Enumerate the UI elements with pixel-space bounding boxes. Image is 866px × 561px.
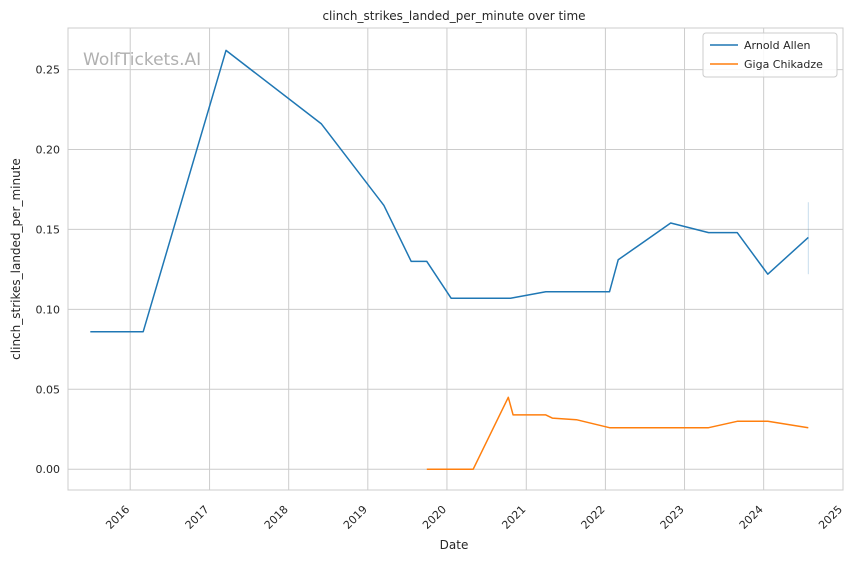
y-tick-label: 0.15 xyxy=(36,223,61,236)
chart-title: clinch_strikes_landed_per_minute over ti… xyxy=(322,9,585,23)
x-axis-label: Date xyxy=(440,538,469,552)
y-tick-label: 0.25 xyxy=(36,64,61,77)
watermark-text: WolfTickets.AI xyxy=(83,50,201,70)
y-axis-label: clinch_strikes_landed_per_minute xyxy=(9,158,23,360)
y-tick-label: 0.05 xyxy=(36,383,61,396)
series-layer xyxy=(90,49,809,470)
legend-label-giga-chikadze: Giga Chikadze xyxy=(744,58,823,71)
y-tick-label: 0.10 xyxy=(36,303,61,316)
legend-label-arnold-allen: Arnold Allen xyxy=(744,39,810,52)
legend: Arnold Allen Giga Chikadze xyxy=(702,32,838,78)
series-line-arnold-allen xyxy=(90,49,809,333)
y-tick-label: 0.00 xyxy=(36,463,61,476)
y-tick-label: 0.20 xyxy=(36,143,61,156)
plot-area-frame xyxy=(67,27,844,491)
series-line-giga-chikadze xyxy=(426,396,809,470)
legend-box xyxy=(702,32,838,78)
